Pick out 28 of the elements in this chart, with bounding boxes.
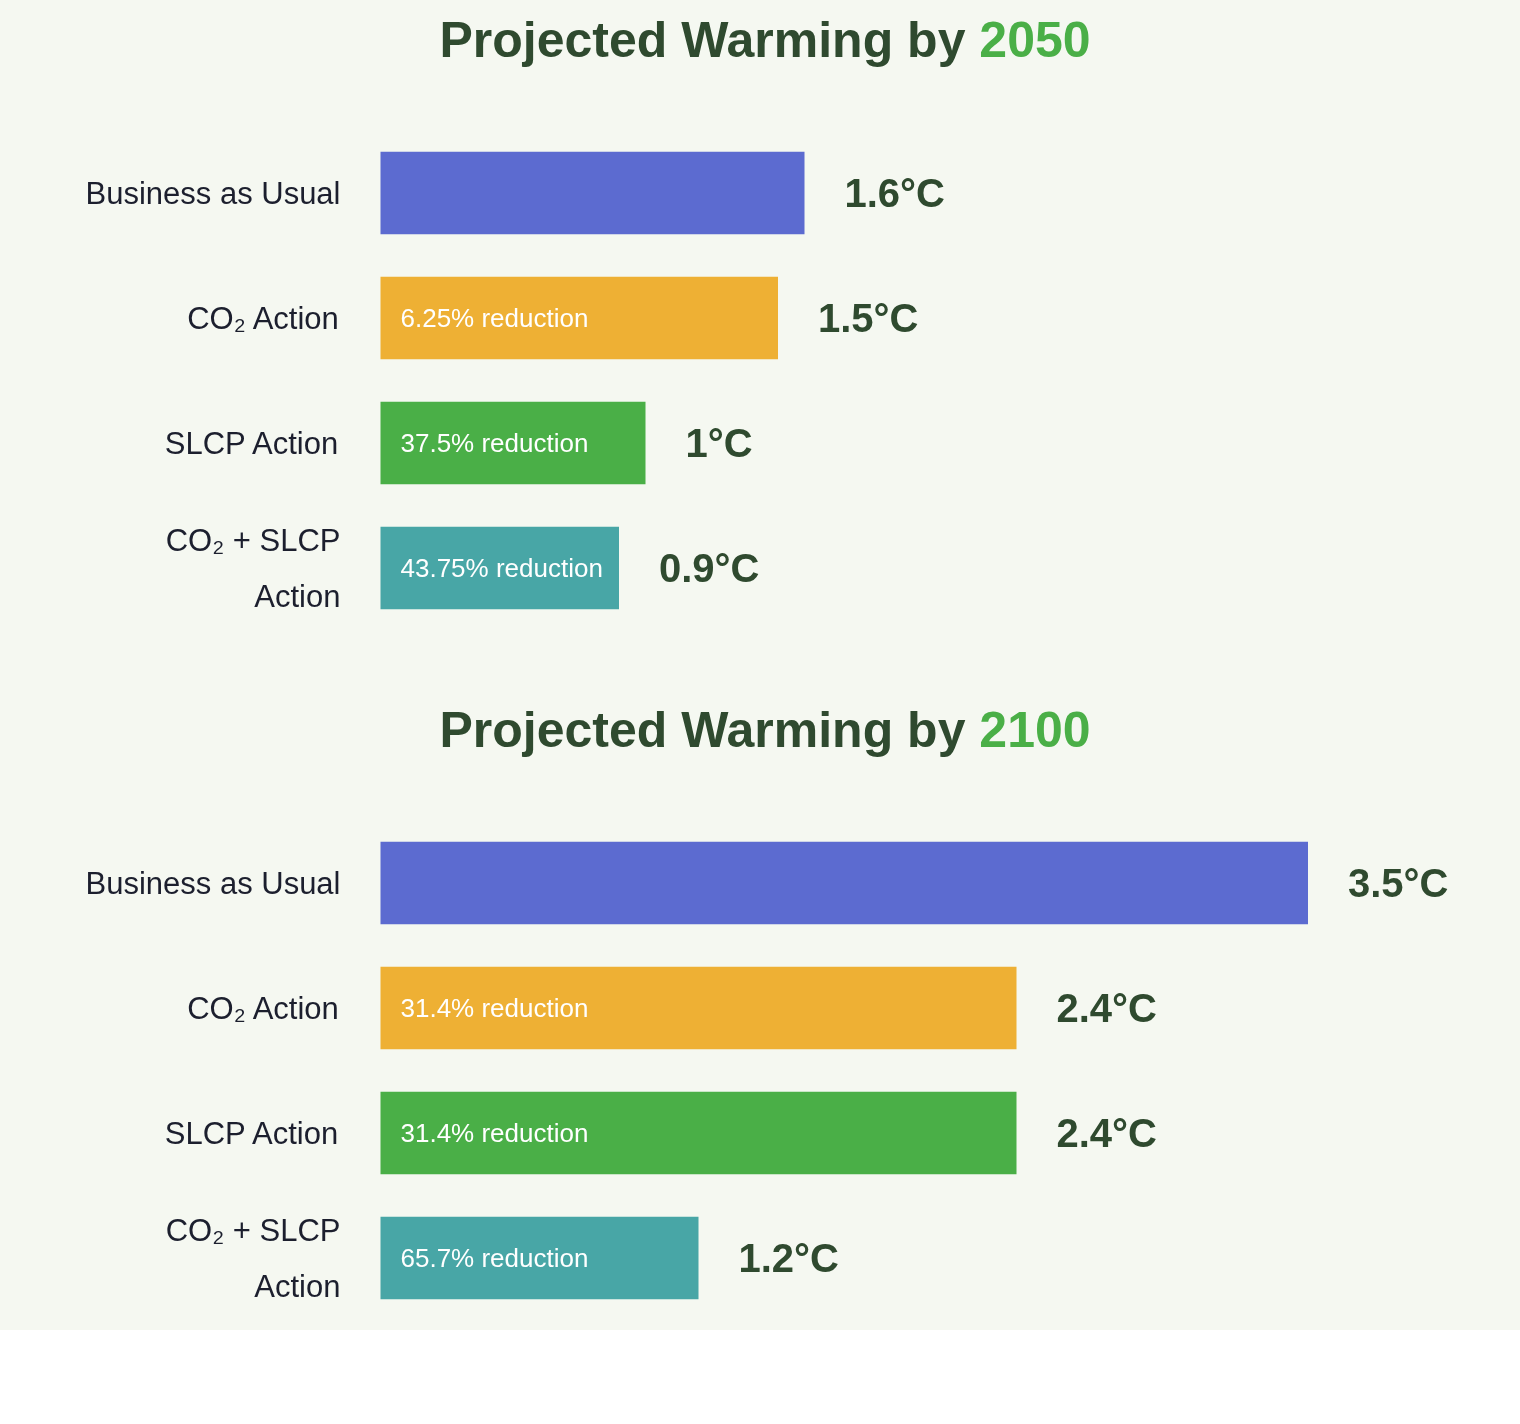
bar [380, 276, 778, 360]
bar [380, 526, 619, 610]
y-tick-label: CO₂ Action [187, 300, 339, 336]
annotation: 43.75% reduction [400, 553, 603, 583]
data-label: 1°C [685, 421, 753, 465]
bar [380, 151, 805, 235]
data-label: 1.2°C [738, 1236, 839, 1280]
annotation: 37.5% reduction [400, 428, 589, 458]
data-label: 0.9°C [659, 546, 760, 590]
y-tick-label: Business as Usual [85, 865, 341, 901]
chart-title: Projected Warming by 2100 [438, 701, 1092, 760]
y-tick-label: SLCP Action [164, 1115, 339, 1151]
annotation: 6.25% reduction [400, 303, 589, 333]
data-label: 1.5°C [818, 296, 919, 340]
data-label: 2.4°C [1056, 986, 1157, 1030]
annotation: 31.4% reduction [400, 993, 589, 1023]
y-tick-label: SLCP Action [164, 425, 339, 461]
y-tick-label: CO₂ + SLCP Action [165, 522, 341, 614]
y-tick-label: Business as Usual [85, 175, 341, 211]
data-label: 3.5°C [1348, 861, 1449, 905]
y-tick-label: CO₂ Action [187, 990, 339, 1026]
y-tick-label: CO₂ + SLCP Action [165, 1212, 341, 1304]
data-label: 1.6°C [844, 171, 945, 215]
annotation: 65.7% reduction [400, 1243, 589, 1273]
annotation: 31.4% reduction [400, 1118, 589, 1148]
chart-title: Projected Warming by 2050 [438, 11, 1092, 70]
data-label: 2.4°C [1056, 1111, 1157, 1155]
bar [380, 401, 646, 485]
